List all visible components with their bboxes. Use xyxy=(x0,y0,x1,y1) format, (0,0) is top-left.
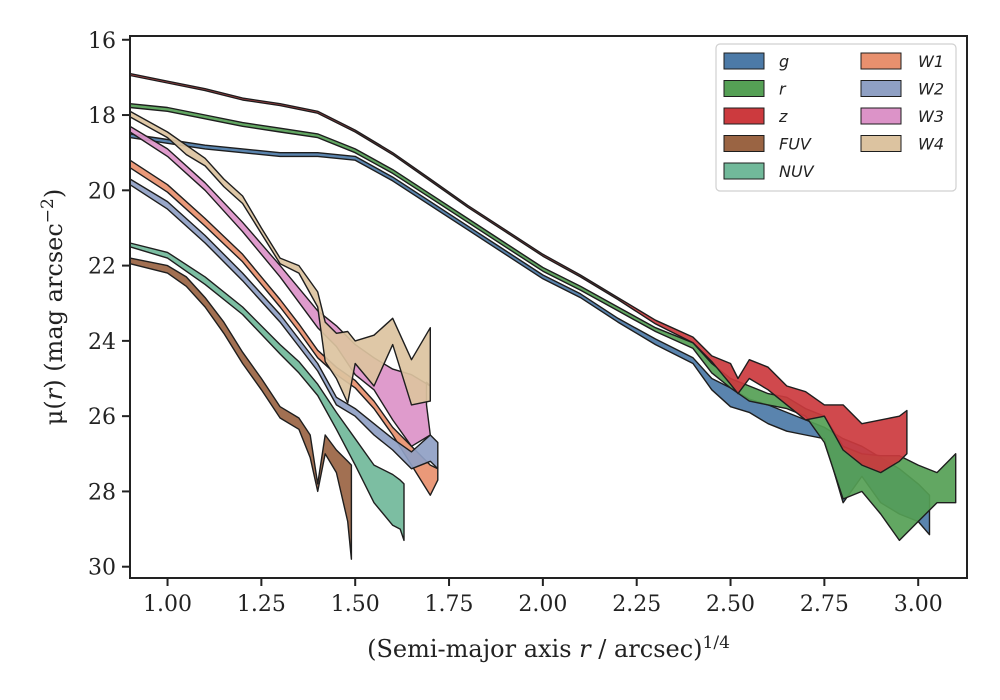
legend-label-fuv: FUV xyxy=(779,135,812,154)
series-band-w2 xyxy=(129,178,439,470)
legend-swatch-r xyxy=(723,80,765,97)
x-tick-label: 2.50 xyxy=(706,592,755,617)
y-tick-label: 28 xyxy=(88,480,116,505)
legend-label-nuv: NUV xyxy=(779,162,815,181)
series-areas xyxy=(129,72,957,560)
legend-swatch-z xyxy=(723,107,765,125)
legend-label-r: r xyxy=(779,80,787,99)
y-tick-label: 24 xyxy=(88,330,116,355)
y-tick-label: 16 xyxy=(88,29,116,54)
plot-frame xyxy=(129,35,968,579)
x-tick-label: 2.75 xyxy=(800,592,849,617)
legend-label-w3: W3 xyxy=(918,107,944,126)
legend: grz FUV NUV W1 W2 W3 W4 xyxy=(715,43,957,192)
legend-swatch-w2 xyxy=(860,80,902,97)
legend-swatch-nuv xyxy=(723,162,765,180)
x-tick-label: 1.00 xyxy=(143,592,192,617)
series-band-nuv xyxy=(129,242,405,542)
y-tick-label: 26 xyxy=(88,405,116,430)
y-tick-label: 22 xyxy=(88,255,116,280)
y-tick-label: 30 xyxy=(88,556,116,581)
series-band-w1 xyxy=(129,159,439,496)
x-tick-label: 1.75 xyxy=(425,592,474,617)
y-axis: 16 18 20 22 24 26 28 30 xyxy=(88,29,130,581)
legend-swatch-w3 xyxy=(860,107,902,125)
legend-label-w1: W1 xyxy=(918,52,944,71)
series-band-g xyxy=(129,133,931,536)
legend-swatch-g xyxy=(723,52,765,70)
legend-label-g: g xyxy=(779,52,789,71)
series-band-w4 xyxy=(129,110,431,406)
legend-swatch-w4 xyxy=(860,135,902,152)
series-band-r xyxy=(129,102,957,542)
x-tick-label: 2.25 xyxy=(612,592,661,617)
y-axis-title: μ(r) (mag arcsec−2) xyxy=(38,189,68,426)
legend-swatch-w1 xyxy=(860,52,902,70)
x-axis: 1.00 1.25 1.50 1.75 2.00 2.25 2.50 2.75 3.00 xyxy=(143,578,943,617)
legend-label-z: z xyxy=(778,107,788,126)
x-axis-title: (Semi-major axis r / arcsec)1/4 xyxy=(367,633,730,663)
legend-swatch-fuv xyxy=(723,135,765,152)
series-band-fuv xyxy=(129,257,353,560)
x-tick-label: 1.25 xyxy=(237,592,286,617)
series-band-z xyxy=(129,72,908,474)
legend-label-w2: W2 xyxy=(918,80,944,99)
x-tick-label: 3.00 xyxy=(894,592,943,617)
y-tick-label: 18 xyxy=(88,104,116,129)
y-tick-label: 20 xyxy=(88,179,116,204)
legend-label-w4: W4 xyxy=(918,135,944,154)
x-tick-label: 1.50 xyxy=(331,592,380,617)
x-tick-label: 2.00 xyxy=(518,592,567,617)
